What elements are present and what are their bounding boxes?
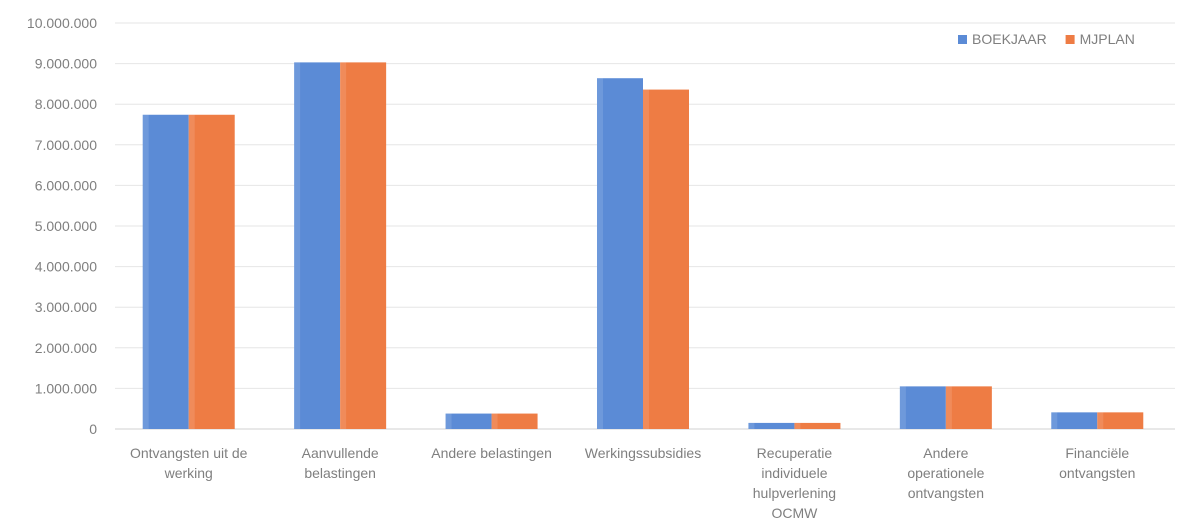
- y-tick-label: 2.000.000: [35, 340, 97, 356]
- legend-swatch-boekjaar: [958, 35, 967, 44]
- y-tick-label: 4.000.000: [35, 259, 97, 275]
- y-tick-label: 6.000.000: [35, 177, 97, 193]
- y-tick-label: 3.000.000: [35, 299, 97, 315]
- bar-boekjaar: [899, 386, 946, 429]
- legend-label-mjplan: MJPLAN: [1080, 31, 1135, 47]
- x-category-label-line: operationele: [907, 465, 984, 481]
- x-category-label: Financiële ontvangsten: [1059, 445, 1135, 481]
- bar-boekjaar: [445, 413, 492, 429]
- y-tick-label: 9.000.000: [35, 56, 97, 72]
- x-category-label: Ontvangsten uit de werking: [130, 445, 248, 481]
- x-category-label-line: OCMW: [771, 505, 818, 521]
- x-category-label: Werkingssubsidies: [585, 445, 701, 461]
- y-tick-label: 7.000.000: [35, 137, 97, 153]
- x-category-label-line: ontvangsten: [908, 485, 984, 501]
- x-category-label-line: Andere: [923, 445, 968, 461]
- x-category-label-line: individuele: [761, 465, 827, 481]
- bar-highlight: [445, 413, 452, 429]
- y-tick-label: 8.000.000: [35, 96, 97, 112]
- x-category-label-line: ontvangsten: [1059, 465, 1135, 481]
- x-category-label-line: belastingen: [304, 465, 376, 481]
- bar-mjplan: [643, 89, 689, 430]
- bar-boekjaar: [294, 62, 341, 430]
- bar-mjplan: [945, 386, 992, 429]
- legend-swatch-mjplan: [1065, 35, 1075, 44]
- bar-highlight: [142, 114, 149, 430]
- bar-highlight: [294, 62, 301, 430]
- bar-highlight: [491, 413, 498, 429]
- x-category-label-line: werking: [164, 465, 213, 481]
- bar-highlight: [899, 386, 906, 429]
- bar-mjplan: [491, 413, 538, 429]
- y-tick-label: 1.000.000: [35, 380, 97, 396]
- bar-highlight: [794, 422, 801, 429]
- x-category-label: Andere operationele ontvangsten: [907, 445, 984, 501]
- x-category-label-line: Aanvullende: [302, 445, 379, 461]
- bar-highlight: [748, 422, 755, 429]
- bar-boekjaar: [142, 114, 189, 430]
- bar-highlight: [1051, 412, 1058, 429]
- x-category-label-line: Financiële: [1065, 445, 1129, 461]
- x-category-label-line: Andere belastingen: [431, 445, 552, 461]
- bar-boekjaar: [1051, 412, 1098, 429]
- x-category-label-line: hulpverlening: [753, 485, 836, 501]
- bar-highlight: [340, 62, 347, 430]
- bar-highlight: [945, 386, 952, 429]
- bar-highlight: [597, 78, 603, 429]
- legend-label-boekjaar: BOEKJAAR: [972, 31, 1047, 47]
- bar-boekjaar: [597, 78, 643, 429]
- x-category-label: Andere belastingen: [431, 445, 552, 461]
- y-tick-label: 10.000.000: [27, 15, 97, 31]
- bar-mjplan: [1097, 412, 1144, 429]
- y-tick-label: 5.000.000: [35, 218, 97, 234]
- bar-highlight: [188, 114, 195, 430]
- x-category-label: Aanvullende belastingen: [302, 445, 379, 481]
- y-tick-label: 0: [89, 421, 97, 437]
- x-category-label-line: Recuperatie: [757, 445, 833, 461]
- bar-highlight: [643, 89, 649, 430]
- bar-mjplan: [794, 422, 841, 429]
- x-category-label-line: Ontvangsten uit de: [130, 445, 248, 461]
- x-category-label: Recuperatie individuele hulpverlening OCMW: [753, 445, 836, 521]
- bar-boekjaar: [748, 422, 795, 429]
- bar-mjplan: [340, 62, 387, 430]
- bar-mjplan: [188, 114, 235, 430]
- bar-highlight: [1097, 412, 1104, 429]
- x-category-label-line: Werkingssubsidies: [585, 445, 701, 461]
